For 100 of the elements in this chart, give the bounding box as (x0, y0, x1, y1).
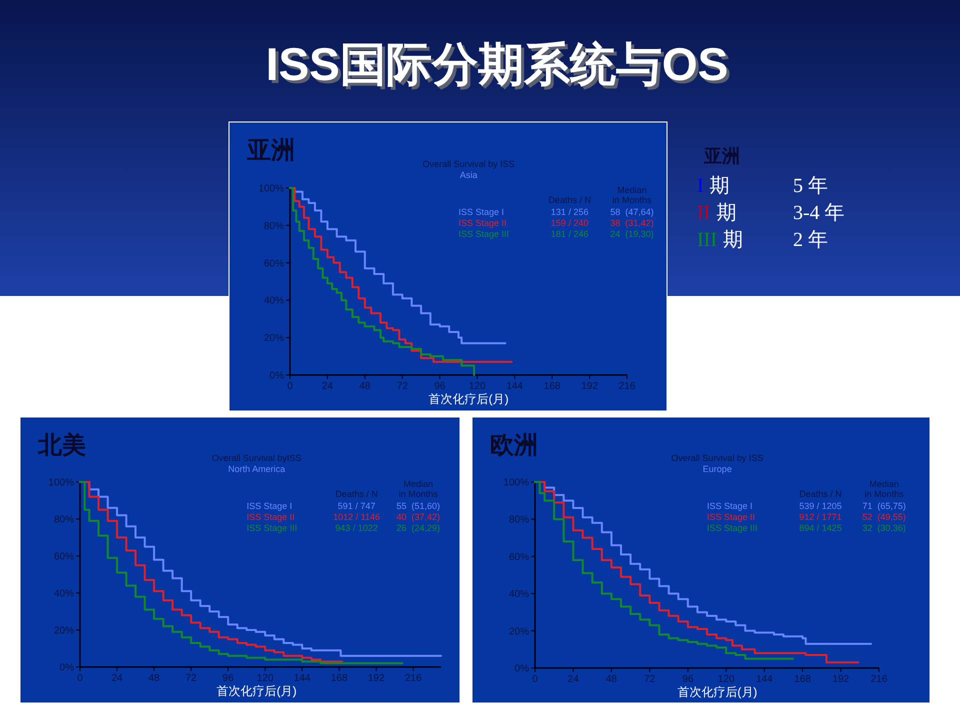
x-tick-label: 24 (322, 381, 334, 392)
y-tick-label: 80% (54, 514, 74, 526)
annotation: 912 / 1771 (799, 512, 842, 522)
x-axis-title: 首次化疗后(月) (216, 684, 297, 698)
text: I (697, 175, 704, 197)
x-tick-label: 216 (870, 674, 888, 685)
y-tick-label: 0% (270, 370, 284, 382)
text: 3-4 年 (793, 202, 845, 224)
x-tick-label: 144 (506, 381, 524, 392)
text: 期 (722, 229, 743, 251)
x-tick-label: 48 (148, 673, 160, 684)
y-tick-label: 40% (508, 589, 530, 600)
x-tick-label: 0 (532, 674, 538, 685)
text: ISS Stage II (458, 218, 507, 228)
text: 5 年 (793, 175, 828, 197)
chart-subtitle: Overall Survival byISS (212, 453, 302, 463)
x-tick-label: 96 (434, 381, 446, 392)
x-tick-label: 192 (368, 673, 385, 684)
text: III (697, 229, 717, 251)
annotation: 539 / 1205 (799, 501, 842, 511)
annotation: 181 / 246 (550, 229, 588, 239)
x-tick-label: 72 (644, 674, 656, 685)
annotation: 1012 / 1146 (333, 512, 380, 522)
x-tick-label: 48 (359, 381, 371, 392)
x-tick-label: 0 (77, 673, 84, 684)
x-tick-label: 192 (832, 674, 850, 685)
y-tick-label: 40% (264, 296, 284, 307)
x-tick-label: 72 (186, 673, 198, 684)
y-tick-label: 20% (508, 626, 530, 638)
text: ISS Stage III (458, 229, 510, 239)
x-tick-label: 144 (294, 673, 311, 684)
x-tick-label: 168 (330, 673, 348, 684)
y-tick-label: 100% (503, 478, 530, 488)
y-tick-label: 40% (54, 588, 74, 600)
chart-subtitle: Overall Survival by ISS (671, 453, 764, 463)
x-tick-label: 0 (287, 381, 294, 392)
text: ISS Stage I (458, 207, 504, 217)
chart-title: 亚洲 (246, 137, 295, 164)
text: ISS Stage III (707, 523, 758, 533)
text: ISS Stage I (246, 501, 292, 511)
x-tick-label: 96 (682, 674, 694, 685)
annotation: Deaths / N (799, 489, 842, 499)
annotation: 591 / 747 (338, 501, 376, 511)
text: ISS Stage I (707, 501, 753, 511)
annotation: 24 (19,30) (610, 229, 654, 239)
text: II (697, 202, 710, 224)
y-tick-label: 0% (514, 664, 530, 674)
annotation: 32 (30,36) (862, 523, 906, 533)
annotation: Deaths / N (335, 489, 378, 499)
annotation: 26 (24,29) (396, 523, 440, 533)
chart-title: 欧洲 (490, 432, 538, 459)
x-axis-title: 首次化疗后(月) (428, 392, 509, 406)
text: ISS Stage II (707, 512, 756, 522)
y-tick-label: 60% (264, 258, 284, 270)
x-tick-label: 120 (718, 674, 735, 685)
text: ISS Stage II (246, 512, 295, 522)
text: 期 (710, 175, 730, 197)
text: North America (228, 464, 286, 474)
y-tick-label: 60% (508, 552, 530, 563)
chart-title: 北美 (37, 431, 86, 459)
x-tick-label: 48 (606, 674, 618, 685)
annotation: 40 (37,42) (396, 512, 440, 522)
annotation: 894 / 1425 (799, 523, 842, 533)
annotation: 38 (31,42) (610, 218, 654, 228)
annotation: 58 (47,64) (610, 207, 654, 217)
text: ISS国际分期系统与OS (268, 41, 732, 93)
x-tick-label: 216 (404, 673, 422, 684)
x-tick-label: 24 (568, 674, 580, 685)
chart-subtitle: Overall Survival by ISS (422, 159, 515, 169)
x-tick-label: 24 (111, 673, 124, 684)
y-tick-label: 80% (264, 220, 284, 232)
x-axis-title: 首次化疗后(月) (677, 685, 758, 699)
annotation: in Months (398, 489, 438, 499)
y-tick-label: 20% (54, 626, 74, 636)
annotation: Median (617, 185, 647, 195)
annotation: Median (403, 479, 433, 489)
text: 亚洲 (703, 146, 740, 166)
text: Asia (460, 170, 478, 180)
y-tick-label: 100% (258, 184, 284, 194)
x-tick-label: 72 (396, 381, 408, 392)
annotation: in Months (864, 489, 904, 499)
annotation: 159 / 240 (550, 218, 588, 228)
y-tick-label: 100% (48, 478, 74, 488)
annotation: 55 (51,60) (396, 501, 440, 511)
x-tick-label: 168 (544, 381, 561, 392)
annotation: Median (869, 479, 899, 489)
text: 2 年 (793, 229, 828, 251)
text: 期 (716, 202, 736, 224)
x-tick-label: 168 (794, 674, 812, 685)
x-tick-label: 96 (222, 673, 234, 684)
annotation: 52 (49,55) (862, 512, 906, 522)
x-tick-label: 144 (756, 674, 774, 685)
text: Europe (702, 464, 732, 474)
annotation: 71 (65,75) (862, 501, 906, 511)
text: ISS Stage III (246, 523, 298, 533)
y-tick-label: 20% (264, 333, 284, 344)
x-tick-label: 216 (618, 381, 636, 392)
annotation: 943 / 1022 (335, 523, 378, 533)
annotation: Deaths / N (548, 195, 591, 205)
x-tick-label: 120 (468, 381, 486, 392)
